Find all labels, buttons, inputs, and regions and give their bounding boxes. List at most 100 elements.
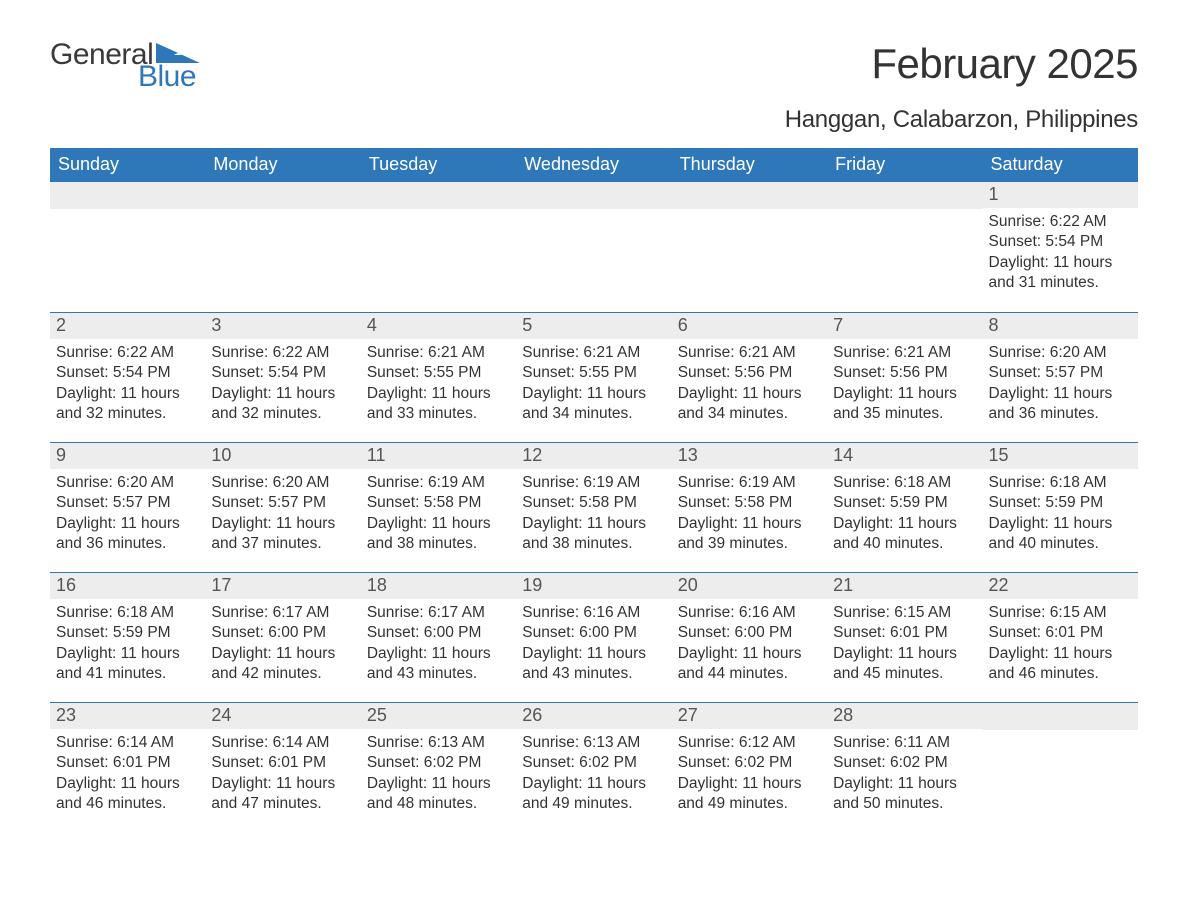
day-daylight1: Daylight: 11 hours xyxy=(833,644,976,664)
day-daylight1: Daylight: 11 hours xyxy=(56,384,199,404)
day-number-row: 15 xyxy=(983,443,1138,469)
dow-cell: Wednesday xyxy=(516,148,671,182)
day-number-row xyxy=(672,182,827,209)
day-number-row: 4 xyxy=(361,313,516,339)
day-cell: 4Sunrise: 6:21 AMSunset: 5:55 PMDaylight… xyxy=(361,313,516,442)
day-number-row: 9 xyxy=(50,443,205,469)
day-daylight2: and 34 minutes. xyxy=(522,404,665,424)
day-number-row: 10 xyxy=(205,443,360,469)
week-row: 23 Sunrise: 6:14 AMSunset: 6:01 PMDayligh… xyxy=(50,702,1138,832)
day-number: 20 xyxy=(678,575,698,595)
day-daylight1: Daylight: 11 hours xyxy=(367,644,510,664)
dow-cell: Saturday xyxy=(983,148,1138,182)
day-sunset: Sunset: 5:55 PM xyxy=(367,363,510,383)
day-daylight2: and 40 minutes. xyxy=(833,534,976,554)
day-number-row xyxy=(827,182,982,209)
month-title: February 2025 xyxy=(785,40,1138,88)
day-daylight2: and 33 minutes. xyxy=(367,404,510,424)
day-daylight1: Daylight: 11 hours xyxy=(522,774,665,794)
day-number-row: 5 xyxy=(516,313,671,339)
day-sunrise: Sunrise: 6:18 AM xyxy=(56,603,199,623)
day-cell: 27Sunrise: 6:12 AMSunset: 6:02 PMDayligh… xyxy=(672,703,827,832)
day-daylight1: Daylight: 11 hours xyxy=(56,514,199,534)
day-daylight2: and 32 minutes. xyxy=(211,404,354,424)
day-body: Sunrise: 6:22 AMSunset: 5:54 PMDaylight:… xyxy=(50,339,205,425)
day-body: Sunrise: 6:21 AMSunset: 5:56 PMDaylight:… xyxy=(672,339,827,425)
dow-cell: Tuesday xyxy=(361,148,516,182)
day-number-row: 18 xyxy=(361,573,516,599)
day-body: Sunrise: 6:15 AMSunset: 6:01 PMDaylight:… xyxy=(827,599,982,685)
day-daylight1: Daylight: 11 hours xyxy=(678,774,821,794)
day-sunrise: Sunrise: 6:18 AM xyxy=(833,473,976,493)
day-body: Sunrise: 6:20 AMSunset: 5:57 PMDaylight:… xyxy=(983,339,1138,425)
day-number: 27 xyxy=(678,705,698,725)
day-number: 16 xyxy=(56,575,76,595)
day-body: Sunrise: 6:14 AMSunset: 6:01 PMDaylight:… xyxy=(205,729,360,815)
day-cell: 26Sunrise: 6:13 AMSunset: 6:02 PMDayligh… xyxy=(516,703,671,832)
day-daylight1: Daylight: 11 hours xyxy=(522,384,665,404)
day-daylight1: Daylight: 11 hours xyxy=(989,253,1132,273)
day-daylight1: Daylight: 11 hours xyxy=(211,644,354,664)
day-body: Sunrise: 6:11 AMSunset: 6:02 PMDaylight:… xyxy=(827,729,982,815)
day-cell xyxy=(827,182,982,312)
day-sunset: Sunset: 5:54 PM xyxy=(989,232,1132,252)
day-sunrise: Sunrise: 6:16 AM xyxy=(678,603,821,623)
day-daylight2: and 37 minutes. xyxy=(211,534,354,554)
day-number: 9 xyxy=(56,445,66,465)
day-daylight2: and 36 minutes. xyxy=(989,404,1132,424)
day-daylight1: Daylight: 11 hours xyxy=(989,384,1132,404)
day-body: Sunrise: 6:18 AMSunset: 5:59 PMDaylight:… xyxy=(983,469,1138,555)
day-number: 14 xyxy=(833,445,853,465)
day-daylight2: and 34 minutes. xyxy=(678,404,821,424)
dow-cell: Monday xyxy=(205,148,360,182)
day-sunrise: Sunrise: 6:12 AM xyxy=(678,733,821,753)
day-daylight2: and 40 minutes. xyxy=(989,534,1132,554)
calendar-table: SundayMondayTuesdayWednesdayThursdayFrid… xyxy=(50,148,1138,832)
location-subtitle: Hanggan, Calabarzon, Philippines xyxy=(785,106,1138,134)
day-cell: 12 Sunrise: 6:19 AMSunset: 5:58 PMDayligh… xyxy=(516,443,671,572)
day-cell xyxy=(672,182,827,312)
day-number: 6 xyxy=(678,315,688,335)
day-sunset: Sunset: 6:02 PM xyxy=(522,753,665,773)
day-body: Sunrise: 6:19 AMSunset: 5:58 PMDaylight:… xyxy=(361,469,516,555)
day-daylight1: Daylight: 11 hours xyxy=(211,774,354,794)
day-body: Sunrise: 6:22 AMSunset: 5:54 PMDaylight:… xyxy=(205,339,360,425)
day-sunset: Sunset: 6:02 PM xyxy=(833,753,976,773)
day-daylight2: and 41 minutes. xyxy=(56,664,199,684)
day-number: 11 xyxy=(367,445,386,465)
day-sunrise: Sunrise: 6:22 AM xyxy=(989,212,1132,232)
day-number-row: 24 xyxy=(205,703,360,729)
day-daylight1: Daylight: 11 hours xyxy=(211,384,354,404)
day-daylight1: Daylight: 11 hours xyxy=(833,774,976,794)
day-sunset: Sunset: 6:00 PM xyxy=(211,623,354,643)
day-sunrise: Sunrise: 6:21 AM xyxy=(367,343,510,363)
day-number-row xyxy=(983,703,1138,730)
day-number: 19 xyxy=(522,575,542,595)
day-body: Sunrise: 6:14 AMSunset: 6:01 PMDaylight:… xyxy=(50,729,205,815)
day-sunset: Sunset: 5:58 PM xyxy=(522,493,665,513)
day-number: 12 xyxy=(522,445,542,465)
day-cell: 8Sunrise: 6:20 AMSunset: 5:57 PMDaylight… xyxy=(983,313,1138,442)
day-number-row: 21 xyxy=(827,573,982,599)
day-body: Sunrise: 6:19 AMSunset: 5:58 PMDaylight:… xyxy=(516,469,671,555)
day-number-row xyxy=(50,182,205,209)
day-number-row: 27 xyxy=(672,703,827,729)
dow-cell: Friday xyxy=(827,148,982,182)
day-sunset: Sunset: 5:57 PM xyxy=(211,493,354,513)
day-daylight2: and 48 minutes. xyxy=(367,794,510,814)
day-sunset: Sunset: 6:01 PM xyxy=(56,753,199,773)
day-number-row: 16 xyxy=(50,573,205,599)
day-daylight1: Daylight: 11 hours xyxy=(56,774,199,794)
day-number: 23 xyxy=(56,705,76,725)
day-body: Sunrise: 6:16 AMSunset: 6:00 PMDaylight:… xyxy=(672,599,827,685)
day-sunset: Sunset: 5:54 PM xyxy=(211,363,354,383)
header: General Blue February 2025 Hanggan, Cala… xyxy=(50,40,1138,142)
day-sunrise: Sunrise: 6:21 AM xyxy=(522,343,665,363)
week-row: 9Sunrise: 6:20 AMSunset: 5:57 PMDaylight… xyxy=(50,442,1138,572)
day-sunrise: Sunrise: 6:20 AM xyxy=(989,343,1132,363)
day-daylight1: Daylight: 11 hours xyxy=(678,644,821,664)
day-sunset: Sunset: 5:57 PM xyxy=(989,363,1132,383)
day-daylight2: and 31 minutes. xyxy=(989,273,1132,293)
day-number-row xyxy=(516,182,671,209)
day-cell: 20 Sunrise: 6:16 AMSunset: 6:00 PMDayligh… xyxy=(672,573,827,702)
